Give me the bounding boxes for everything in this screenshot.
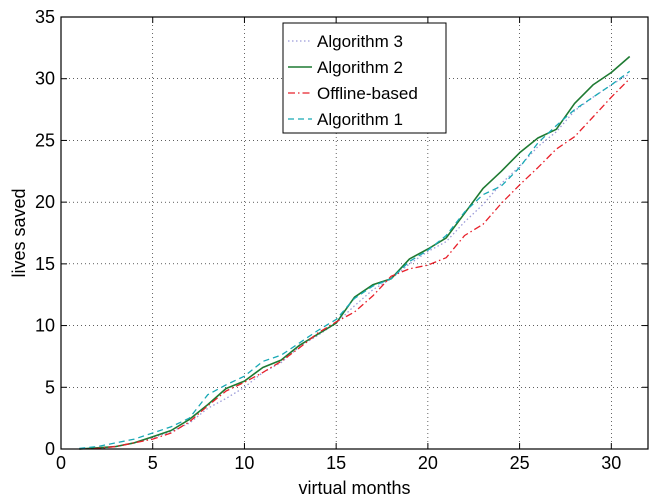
x-tick-label: 5	[148, 453, 158, 473]
series-line	[79, 55, 631, 450]
y-tick-label: 0	[45, 439, 55, 459]
y-axis-label: lives saved	[9, 188, 29, 277]
y-tick-label: 15	[35, 254, 55, 274]
x-tick-label: 10	[234, 453, 254, 473]
series-line	[79, 78, 631, 450]
x-axis-label: virtual months	[298, 478, 410, 497]
plot-frame	[60, 16, 649, 450]
legend-label: Algorithm 1	[317, 110, 403, 129]
y-tick-label: 30	[35, 69, 55, 89]
legend-label: Algorithm 2	[317, 58, 403, 77]
y-tick-label: 25	[35, 130, 55, 150]
y-tick-label: 35	[35, 7, 55, 27]
series-layer	[79, 55, 631, 450]
legend-box	[282, 22, 447, 134]
y-tick-label: 5	[45, 377, 55, 397]
y-tick-label: 10	[35, 316, 55, 336]
x-tick-label: 25	[510, 453, 530, 473]
axis-ticks	[60, 16, 648, 450]
x-tick-label: 15	[326, 453, 346, 473]
x-tick-label: 30	[601, 453, 621, 473]
legend-label: Offline-based	[317, 84, 418, 103]
x-tick-label: 0	[56, 453, 66, 473]
x-tick-label: 20	[418, 453, 438, 473]
y-tick-label: 20	[35, 192, 55, 212]
legend-label: Algorithm 3	[317, 32, 403, 51]
legend: Algorithm 3 Algorithm 2 Offline-based Algor…	[282, 22, 447, 134]
tick-labels: 0 5 10 15 20 25 30 0 5 10 15 20 25 30 35	[35, 7, 621, 473]
series-line	[79, 70, 631, 450]
